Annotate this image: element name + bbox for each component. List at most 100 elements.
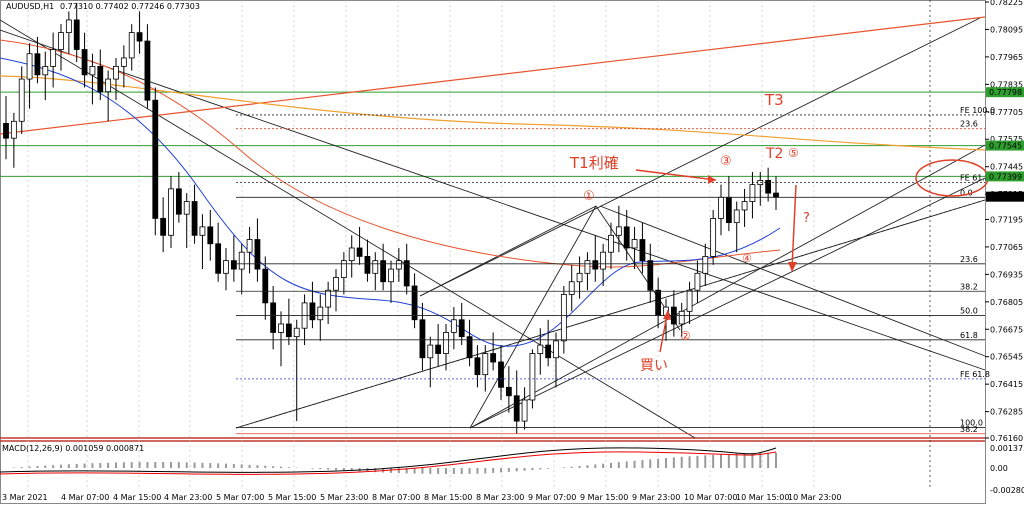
price-tick-label: 0.78095 [990,25,1023,34]
price-box [986,87,1024,98]
candle-body [388,268,394,283]
candle-body [733,209,740,224]
candle-body [278,323,284,333]
annotation-8: 買い [640,358,668,374]
symbol-label: AUDUSD,H1 [6,2,54,11]
candle-body [238,251,245,270]
candle-body [474,357,481,376]
fib-label: 38.2 [960,282,978,291]
fib-label: 100.0 [960,418,983,427]
ohlc-label: 0.77310 0.77402 0.77246 0.77303 [60,2,200,11]
price-tick-label: 0.77195 [990,215,1023,224]
macd-tick-label: 0.001375 [990,444,1024,453]
annotation-6: T2 [765,146,783,162]
candle-body [435,344,442,354]
candle-body [647,260,654,291]
candle-body [97,65,104,93]
candle-body [576,272,583,283]
candle-body [380,260,387,283]
trend-line [469,144,986,429]
candle-body [395,260,402,270]
candle-body [403,260,410,287]
fib-label: FE 61.8 [960,370,990,379]
candle-body [600,251,607,270]
trend-line [469,205,597,429]
fib-label: 38.2 [960,425,978,434]
price-tick-label: 0.76805 [990,298,1023,307]
candle-body [718,196,724,219]
macd-label: MACD(12,26,9) 0.001059 0.000871 [2,444,144,453]
candle-body [765,180,772,194]
candle-body [168,188,174,236]
candle-body [199,226,206,236]
candle-body [285,323,292,338]
price-box [986,171,1024,182]
price-box-label: 0.77798 [989,88,1022,97]
annotation-4: ⑤ [788,146,799,160]
candle-body [678,310,685,325]
candle-body [270,302,277,333]
candle-body [450,319,457,333]
candle-body [128,32,135,59]
candle-body [466,336,473,359]
price-tick-label: 0.76675 [990,325,1023,334]
trend-line [599,205,986,357]
candle-body [120,57,127,67]
candle-body [694,272,701,291]
candle-body [443,332,449,354]
candle-body [230,260,237,270]
arrow-head [708,175,716,184]
candle-body [741,201,748,211]
price-tick-label: 0.76545 [990,353,1023,362]
price-box-label: 0.77545 [989,142,1022,151]
trend-lines [0,17,986,439]
trend-line [0,19,696,439]
annotation-3: ④ [742,252,752,265]
candle-body [545,344,552,359]
time-label: 8 Mar 07:00 [372,493,420,502]
candle-body [89,65,96,76]
candle-body [207,226,214,245]
candle-body [73,19,80,50]
fib-label: 61.8 [960,331,978,340]
macd-main-line [0,447,777,473]
fib-label: FE 61.8 [960,174,990,183]
candle-body [568,281,575,295]
candle-body [773,192,779,198]
candle-body [246,239,253,253]
candle-body [34,53,41,76]
candle-body [144,40,151,101]
price-tick-label: 0.76935 [990,270,1023,279]
candle-body [42,65,49,76]
candle-body [639,239,646,262]
arrow-head [788,262,797,272]
candle-body [18,78,25,122]
candle-body [702,256,709,274]
price-box [986,191,1024,202]
time-label: 9 Mar 23:00 [632,493,680,502]
price-axis: 0.78225 0.78095 0.77965 0.77835 0.77705 0.775… [985,0,1024,443]
candle-body [529,353,536,401]
fib-label: 50.0 [960,307,978,316]
ma-fast-line [0,57,781,347]
candle-body [560,294,567,342]
price-tick-label: 0.77575 [990,135,1023,144]
time-label: 5 Mar 15:00 [268,493,316,502]
price-tick-label: 0.76415 [990,380,1023,389]
candle-body [215,243,222,274]
candle-body [458,319,465,338]
trend-line [0,29,986,371]
time-label: 4 Mar 23:00 [164,493,212,502]
price-tick-label: 0.76160 [990,434,1023,443]
candle-body [317,306,324,321]
fib-label: 23.6 [960,120,978,129]
candle-body [356,247,363,257]
annotations: ① ② ③ ④ ⑤ T1利確 T2 T3 買い? [569,91,989,374]
time-axis: 3 Mar 2021 4 Mar 07:00 4 Mar 15:00 4 Mar 23… [2,493,841,502]
candle-body [537,344,544,354]
annotation-2: ③ [720,154,732,169]
candle-body [513,395,520,422]
annotation-1: ② [680,329,691,343]
dashed-trend-line [235,199,986,429]
